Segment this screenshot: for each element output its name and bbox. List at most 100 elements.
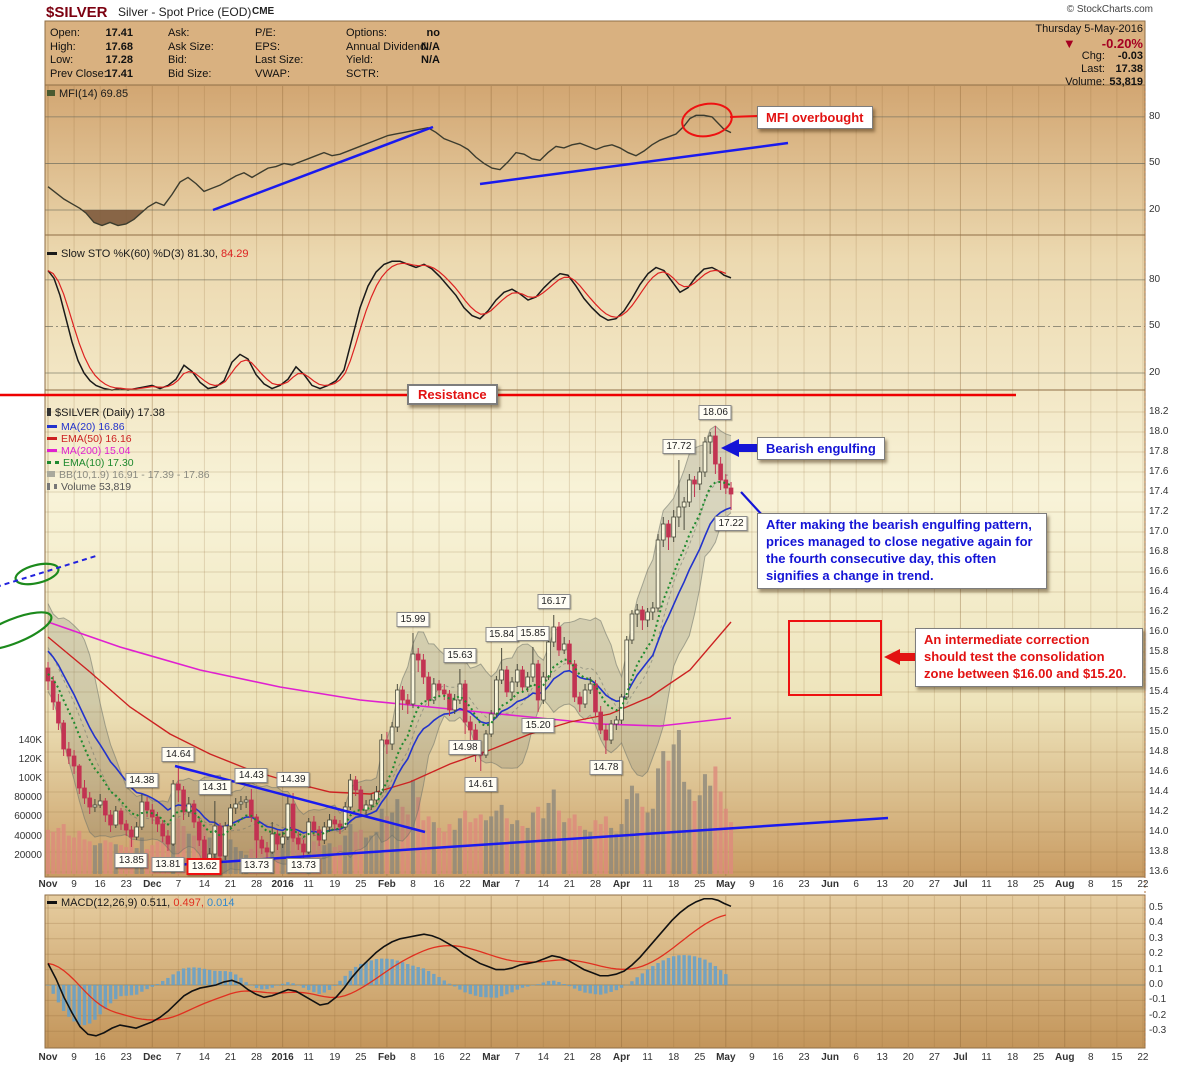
volume-axis-label: 120K xyxy=(18,753,42,765)
sto-line-icon xyxy=(47,251,57,255)
x-axis-label: 2016 xyxy=(271,879,294,890)
x-axis-label-bottom: 23 xyxy=(120,1052,132,1063)
x-axis-label-bottom: Aug xyxy=(1054,1052,1075,1063)
volume-bars-icon xyxy=(47,482,50,490)
x-axis-label: Apr xyxy=(612,879,631,890)
price-flag: 14.64 xyxy=(161,747,195,762)
x-axis-label-bottom: 16 xyxy=(433,1052,445,1063)
price-axis-label: 17.6 xyxy=(1149,466,1169,477)
x-axis-label: 8 xyxy=(410,879,416,890)
volume-legend: Volume 53,819 xyxy=(47,481,131,493)
pct-change: ▼ -0.20% xyxy=(1062,36,1143,51)
price-flag: 14.38 xyxy=(125,773,159,788)
price-flag: 14.43 xyxy=(234,768,268,783)
info-label: VWAP: xyxy=(255,67,291,80)
price-flag: 13.73 xyxy=(286,858,320,873)
price-flag: 13.85 xyxy=(114,853,148,868)
price-flag: 13.62 xyxy=(186,858,222,875)
price-axis-label: 14.4 xyxy=(1149,786,1169,797)
price-flag: 15.20 xyxy=(521,718,555,733)
info-label: P/E: xyxy=(255,27,276,39)
price-axis-label: 16.0 xyxy=(1149,626,1169,637)
info-value: 17.41 xyxy=(105,27,133,39)
price-flag: 14.61 xyxy=(464,777,498,792)
x-axis-label-bottom: 21 xyxy=(563,1052,575,1063)
volume-axis-label: 40000 xyxy=(14,830,42,842)
bb-legend: BB(10,1.9) 16.91 - 17.39 - 17.86 xyxy=(47,469,210,481)
x-axis-label: 25 xyxy=(1033,879,1045,890)
info-label: Bid Size: xyxy=(168,67,212,80)
x-axis-label-bottom: Apr xyxy=(612,1052,631,1063)
x-axis-label-bottom: 28 xyxy=(589,1052,602,1063)
bearish-engulfing-callout: Bearish engulfing xyxy=(757,437,885,460)
x-axis-label: Nov xyxy=(38,879,58,890)
mfi-axis-label: 80 xyxy=(1149,110,1161,122)
price-axis-label: 17.8 xyxy=(1149,446,1169,457)
x-axis-label: 16 xyxy=(94,879,106,890)
price-flag: 15.84 xyxy=(485,627,519,642)
macd-legend: MACD(12,26,9) 0.511, 0.497, 0.014 xyxy=(47,897,235,909)
info-label: Low: xyxy=(50,54,74,66)
x-axis-label-bottom: 19 xyxy=(329,1052,341,1063)
sto-axis-label: 80 xyxy=(1149,273,1161,285)
ma200-line-icon xyxy=(47,448,57,452)
info-label: Open: xyxy=(50,27,80,39)
mfi-icon xyxy=(47,90,55,97)
ema50-line-icon xyxy=(47,436,57,440)
symbol-description: Silver - Spot Price (EOD) xyxy=(118,5,252,19)
price-flag: 14.98 xyxy=(448,740,482,755)
info-label: Ask: xyxy=(168,27,190,39)
x-axis-label: Dec xyxy=(143,879,162,890)
x-axis-label-bottom: Mar xyxy=(482,1052,501,1063)
volume-axis-label: 140K xyxy=(18,734,42,746)
x-axis-label-bottom: 2016 xyxy=(271,1052,294,1063)
price-axis-label: 18.2 xyxy=(1149,406,1169,417)
sto-legend: Slow STO %K(60) %D(3) 81.30, 84.29 xyxy=(47,248,249,260)
x-axis-label-bottom: Dec xyxy=(143,1052,162,1063)
info-label: Last Size: xyxy=(255,54,304,66)
price-axis-label: 13.8 xyxy=(1149,846,1169,857)
x-axis-label-bottom: 23 xyxy=(798,1052,810,1063)
correction-note-callout: An intermediate correction should test t… xyxy=(915,628,1143,687)
x-axis-label: 25 xyxy=(694,879,706,890)
down-arrow-icon: ▼ xyxy=(1062,36,1076,51)
x-axis-label-bottom: 22 xyxy=(1137,1052,1149,1063)
x-axis-label: 11 xyxy=(303,879,314,890)
volume-axis-label: 60000 xyxy=(14,811,42,823)
price-flag: 18.06 xyxy=(698,405,732,420)
x-axis-label-bottom: 18 xyxy=(668,1052,680,1063)
info-label: EPS: xyxy=(255,40,281,53)
x-axis-label: 9 xyxy=(749,879,755,890)
x-axis-label-bottom: 11 xyxy=(642,1052,653,1063)
x-axis-label-bottom: 15 xyxy=(1111,1052,1123,1063)
quote-stat-label: Last: xyxy=(1081,63,1105,75)
price-axis-label: 15.6 xyxy=(1149,666,1169,677)
price-axis-label: 14.8 xyxy=(1149,746,1169,757)
x-axis-label: 6 xyxy=(853,879,859,890)
info-value: no xyxy=(426,27,440,39)
x-axis-label-bottom: 25 xyxy=(694,1052,706,1063)
price-flag: 17.72 xyxy=(662,439,696,454)
price-axis-label: 16.4 xyxy=(1149,586,1169,597)
info-label: SCTR: xyxy=(346,67,379,80)
x-axis-label: 11 xyxy=(642,879,653,890)
x-axis-label-bottom: 16 xyxy=(94,1052,106,1063)
sto-axis-label: 50 xyxy=(1149,320,1161,332)
price-axis-label: 17.0 xyxy=(1149,526,1169,537)
x-axis-label-bottom: 11 xyxy=(981,1052,992,1063)
x-axis-label-bottom: Feb xyxy=(378,1052,396,1063)
x-axis-label-bottom: 28 xyxy=(250,1052,263,1063)
x-axis-label: 14 xyxy=(537,879,549,890)
quote-stat-value: 17.38 xyxy=(1115,63,1143,75)
price-axis-label: 14.2 xyxy=(1149,806,1169,817)
price-axis-label: 17.2 xyxy=(1149,506,1169,517)
symbol-title: $SILVER xyxy=(46,4,108,21)
x-axis-label: 23 xyxy=(120,879,132,890)
candlestick-icon xyxy=(47,408,51,417)
x-axis-label: 27 xyxy=(928,879,940,890)
copyright: © StockCharts.com xyxy=(1066,4,1153,15)
info-label: Bid: xyxy=(168,54,187,66)
volume-axis-label: 80000 xyxy=(14,792,42,804)
macd-axis-label: -0.1 xyxy=(1149,994,1167,1006)
macd-axis-label: 0.2 xyxy=(1149,948,1163,960)
